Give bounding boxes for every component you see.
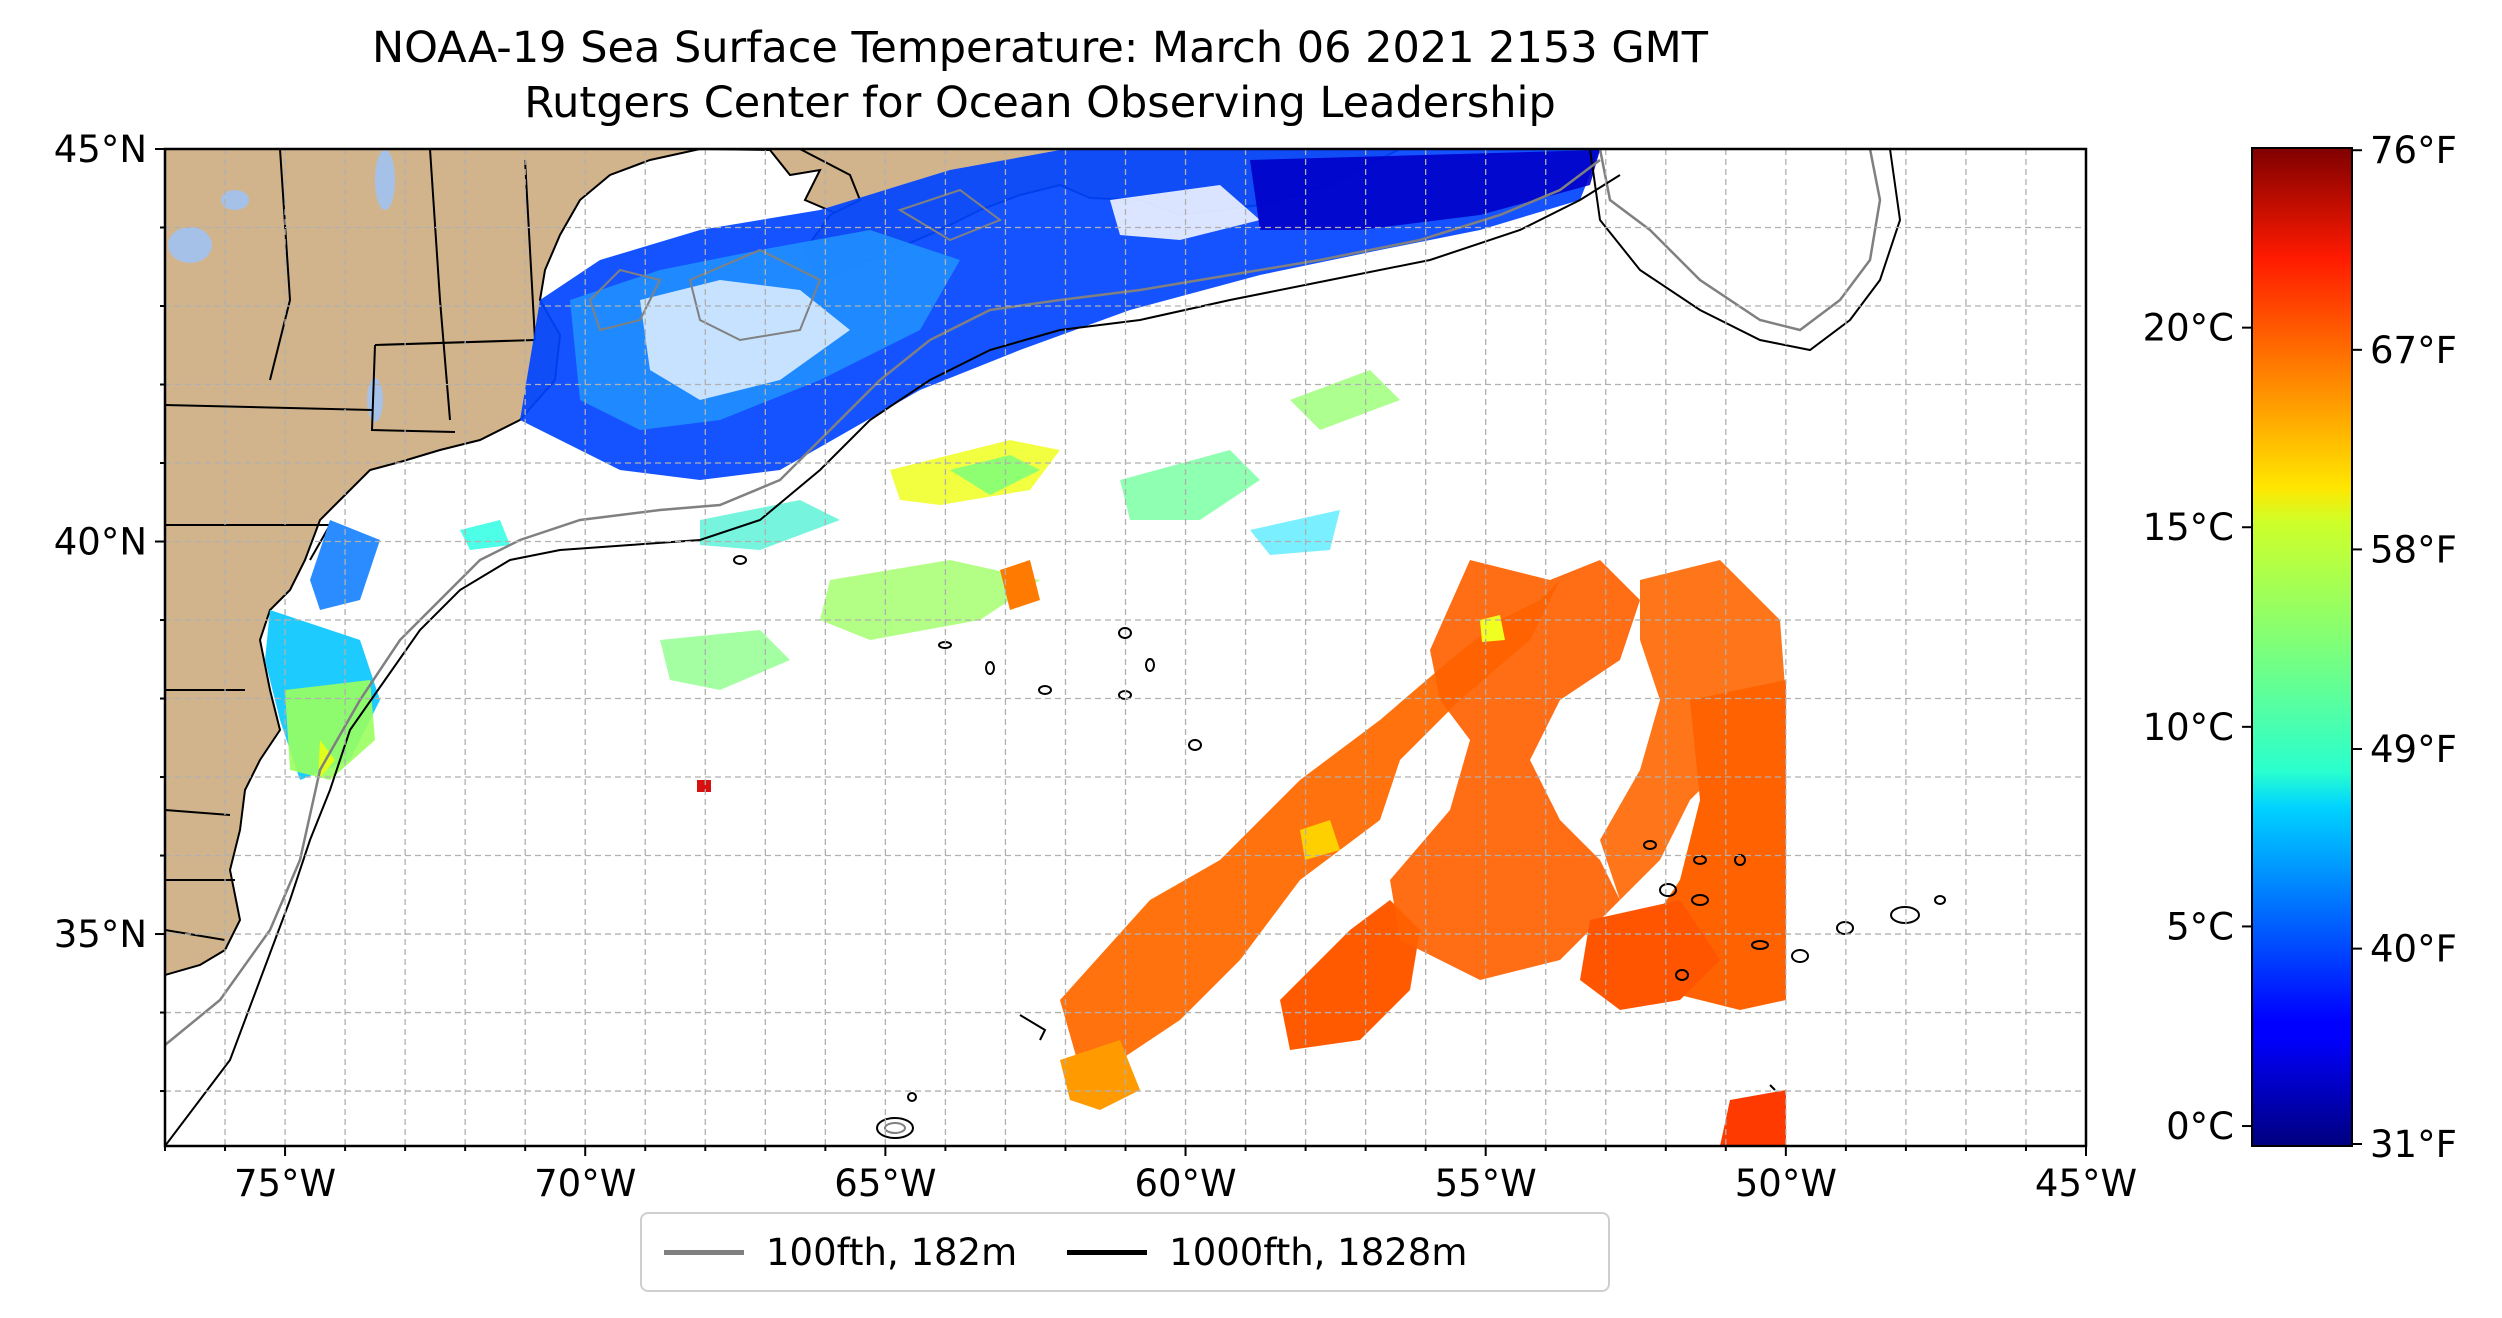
sst-data <box>265 149 1786 1146</box>
celsius-tick-label: 10°C <box>2143 706 2234 749</box>
lake <box>375 150 395 210</box>
lake <box>221 190 249 210</box>
lon-tick-label: 50°W <box>1735 1162 1837 1205</box>
fahrenheit-tick-label: 67°F <box>2370 329 2457 372</box>
chart-subtitle: Rutgers Center for Ocean Observing Leade… <box>524 78 1556 128</box>
colorbar-celsius-ticks: 0°C 5°C 10°C 15°C 20°C <box>2143 307 2252 1148</box>
legend-entry-1000fth: 1000fth, 1828m <box>1067 1231 1467 1274</box>
seamount-contours <box>733 555 1946 1139</box>
land-north-america <box>165 149 1041 977</box>
contour-100fth <box>897 188 1003 242</box>
chart-title: NOAA-19 Sea Surface Temperature: March 0… <box>371 23 1709 73</box>
contour-100fth <box>588 268 662 332</box>
fahrenheit-tick-label: 40°F <box>2370 928 2457 971</box>
lat-tick-label: 35°N <box>54 913 147 956</box>
lon-tick-label: 70°W <box>534 1162 636 1205</box>
fahrenheit-tick-label: 58°F <box>2370 528 2457 571</box>
celsius-tick-label: 0°C <box>2166 1105 2234 1148</box>
contour-1000fth <box>1589 149 1902 352</box>
celsius-tick-label: 15°C <box>2143 506 2234 549</box>
colorbar-fahrenheit-ticks: 31°F 40°F 49°F 58°F 67°F 76°F <box>2352 129 2457 1166</box>
lon-tick-label: 55°W <box>1435 1162 1537 1205</box>
lake <box>168 227 212 263</box>
lon-tick-label: 45°W <box>2035 1162 2137 1205</box>
celsius-tick-label: 20°C <box>2143 307 2234 350</box>
legend-swatch-100fth <box>664 1249 744 1255</box>
gridlines <box>164 148 2087 1146</box>
fahrenheit-tick-label: 49°F <box>2370 728 2457 771</box>
fahrenheit-tick-label: 76°F <box>2370 129 2457 172</box>
lon-tick-label: 75°W <box>234 1162 336 1205</box>
lat-tick-label: 40°N <box>54 521 147 564</box>
colorbar <box>2251 147 2353 1147</box>
legend-entry-100fth: 100fth, 182m <box>664 1231 1017 1274</box>
celsius-tick-label: 5°C <box>2166 905 2234 948</box>
lat-tick-label: 45°N <box>54 128 147 171</box>
contour-100fth <box>688 248 822 342</box>
legend: 100fth, 182m 1000fth, 1828m <box>640 1212 1610 1292</box>
lon-tick-label: 60°W <box>1134 1162 1236 1205</box>
latitude-axis: 45°N 40°N 35°N <box>54 128 165 1093</box>
contour-100fth <box>1598 149 1882 332</box>
legend-label-1000fth: 1000fth, 1828m <box>1169 1230 1468 1274</box>
legend-label-100fth: 100fth, 182m <box>766 1230 1018 1274</box>
legend-swatch-1000fth <box>1067 1249 1148 1255</box>
contour-1000fth <box>165 174 1621 1146</box>
no-data-region <box>1786 149 2086 1146</box>
lake <box>367 378 383 422</box>
lon-tick-label: 65°W <box>834 1162 936 1205</box>
longitude-axis: 75°W 70°W 65°W 60°W 55°W 50°W 45°W <box>164 1146 2137 1205</box>
fahrenheit-tick-label: 31°F <box>2370 1123 2457 1166</box>
